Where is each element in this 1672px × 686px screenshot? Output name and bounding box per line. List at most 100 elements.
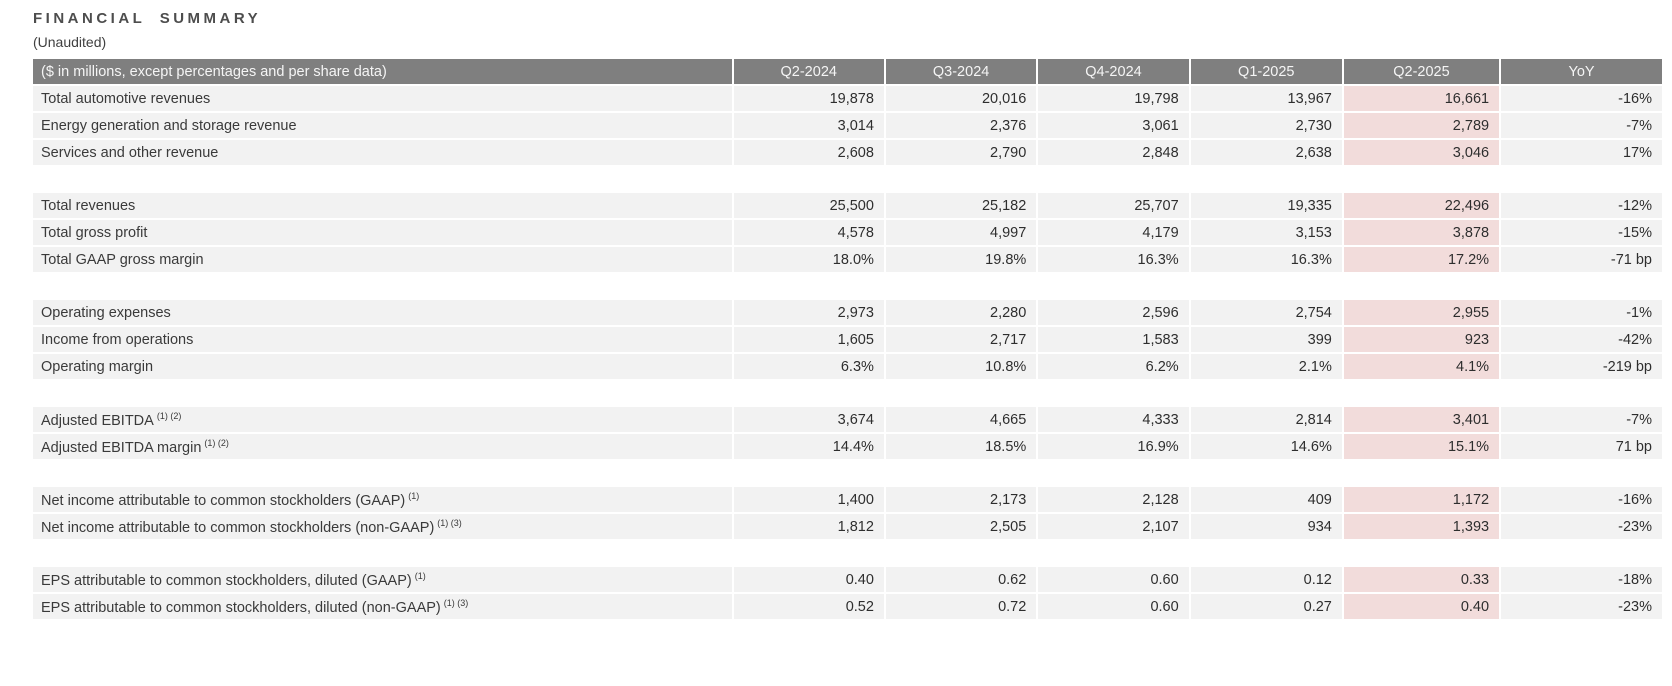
cell-q4-2024: 0.60	[1038, 594, 1189, 619]
cell-q2-2025: 3,878	[1343, 220, 1500, 245]
column-header-q2-2025: Q2-2025	[1343, 59, 1500, 84]
table-row: Services and other revenue 2,608 2,790 2,84…	[33, 140, 1662, 165]
cell-yoy: -16%	[1501, 86, 1662, 111]
cell-q4-2024: 2,128	[1038, 487, 1189, 512]
cell-q2-2024: 1,400	[733, 487, 884, 512]
cell-q4-2024: 16.3%	[1038, 247, 1189, 272]
cell-q3-2024: 19.8%	[885, 247, 1037, 272]
cell-q2-2024: 2,608	[733, 140, 884, 165]
cell-yoy: -15%	[1501, 220, 1662, 245]
cell-yoy: 17%	[1501, 140, 1662, 165]
row-label: Total GAAP gross margin	[41, 251, 204, 268]
cell-q2-2024: 3,014	[733, 113, 884, 138]
cell-q2-2025: 3,401	[1343, 407, 1500, 432]
table-row: Net income attributable to common stockh…	[33, 487, 1662, 512]
cell-q1-2025: 2,754	[1190, 300, 1342, 325]
table-row: Operating expenses 2,973 2,280 2,596 2,754 2,…	[33, 300, 1662, 325]
spacer-cell	[33, 461, 1662, 485]
column-header-q2-2024: Q2-2024	[733, 59, 884, 84]
table-row: Operating margin 6.3% 10.8% 6.2% 2.1% 4.1% -21…	[33, 354, 1662, 379]
cell-q3-2024: 0.72	[885, 594, 1037, 619]
row-label: Adjusted EBITDA	[41, 412, 154, 429]
cell-q2-2025: 0.40	[1343, 594, 1500, 619]
cell-q1-2025: 0.12	[1190, 567, 1342, 592]
cell-q4-2024: 16.9%	[1038, 434, 1189, 459]
footnote-marker: (1) (3)	[443, 597, 469, 608]
cell-q2-2025: 16,661	[1343, 86, 1500, 111]
cell-q3-2024: 25,182	[885, 193, 1037, 218]
spacer-cell	[33, 167, 1662, 191]
table-row: EPS attributable to common stockholders,…	[33, 567, 1662, 592]
cell-q4-2024: 19,798	[1038, 86, 1189, 111]
page-subtitle: (Unaudited)	[33, 34, 107, 50]
table-row: Total revenues 25,500 25,182 25,707 19,335 22…	[33, 193, 1662, 218]
spacer-row	[33, 461, 1662, 485]
cell-q2-2024: 0.40	[733, 567, 884, 592]
row-label-cell: Total automotive revenues	[33, 86, 732, 111]
spacer-row	[33, 381, 1662, 405]
row-label-cell: Total GAAP gross margin	[33, 247, 732, 272]
cell-q2-2025: 2,789	[1343, 113, 1500, 138]
cell-q1-2025: 16.3%	[1190, 247, 1342, 272]
cell-yoy: -71 bp	[1501, 247, 1662, 272]
cell-q1-2025: 2,730	[1190, 113, 1342, 138]
row-label: Adjusted EBITDA margin	[41, 439, 202, 456]
cell-q4-2024: 2,848	[1038, 140, 1189, 165]
row-label: Services and other revenue	[41, 144, 219, 161]
cell-yoy: -7%	[1501, 113, 1662, 138]
cell-q2-2024: 2,973	[733, 300, 884, 325]
cell-q2-2024: 1,605	[733, 327, 884, 352]
cell-q2-2025: 3,046	[1343, 140, 1500, 165]
table-row: Net income attributable to common stockh…	[33, 514, 1662, 539]
cell-yoy: -23%	[1501, 594, 1662, 619]
cell-q2-2024: 1,812	[733, 514, 884, 539]
row-label: Energy generation and storage revenue	[41, 117, 297, 134]
row-label-cell: Net income attributable to common stockh…	[33, 487, 732, 512]
table-row: EPS attributable to common stockholders,…	[33, 594, 1662, 619]
cell-q2-2024: 3,674	[733, 407, 884, 432]
cell-yoy: -16%	[1501, 487, 1662, 512]
footnote-marker: (1) (2)	[156, 410, 182, 421]
row-label: Income from operations	[41, 331, 194, 348]
cell-q1-2025: 2,638	[1190, 140, 1342, 165]
row-label-cell: EPS attributable to common stockholders,…	[33, 594, 732, 619]
cell-q4-2024: 4,333	[1038, 407, 1189, 432]
row-label-cell: Adjusted EBITDA (1) (2)	[33, 407, 732, 432]
row-label: Operating margin	[41, 358, 154, 375]
row-label: EPS attributable to common stockholders,…	[41, 572, 412, 589]
financial-summary-table: ($ in millions, except percentages and p…	[31, 57, 1664, 621]
cell-q3-2024: 10.8%	[885, 354, 1037, 379]
spacer-cell	[33, 274, 1662, 298]
cell-q3-2024: 4,997	[885, 220, 1037, 245]
row-label: Total gross profit	[41, 224, 148, 241]
cell-q1-2025: 19,335	[1190, 193, 1342, 218]
table-row: Income from operations 1,605 2,717 1,583 399…	[33, 327, 1662, 352]
spacer-cell	[33, 541, 1662, 565]
cell-q3-2024: 2,790	[885, 140, 1037, 165]
cell-yoy: -1%	[1501, 300, 1662, 325]
column-header-yoy: YoY	[1501, 59, 1662, 84]
cell-q4-2024: 0.60	[1038, 567, 1189, 592]
cell-q4-2024: 3,061	[1038, 113, 1189, 138]
row-label-cell: Adjusted EBITDA margin (1) (2)	[33, 434, 732, 459]
cell-yoy: -12%	[1501, 193, 1662, 218]
cell-q2-2025: 15.1%	[1343, 434, 1500, 459]
page-title: FINANCIAL SUMMARY	[33, 10, 262, 27]
cell-q4-2024: 2,596	[1038, 300, 1189, 325]
cell-q3-2024: 2,505	[885, 514, 1037, 539]
row-label-cell: Total revenues	[33, 193, 732, 218]
row-label: Operating expenses	[41, 304, 171, 321]
column-header-q3-2024: Q3-2024	[885, 59, 1037, 84]
table-row: Adjusted EBITDA margin (1) (2) 14.4% 18.5% 1…	[33, 434, 1662, 459]
cell-q2-2024: 14.4%	[733, 434, 884, 459]
cell-q1-2025: 2.1%	[1190, 354, 1342, 379]
cell-q1-2025: 409	[1190, 487, 1342, 512]
cell-q2-2024: 0.52	[733, 594, 884, 619]
spacer-cell	[33, 381, 1662, 405]
cell-q2-2025: 1,393	[1343, 514, 1500, 539]
cell-q4-2024: 6.2%	[1038, 354, 1189, 379]
column-header-q1-2025: Q1-2025	[1190, 59, 1342, 84]
cell-q2-2025: 923	[1343, 327, 1500, 352]
cell-q1-2025: 0.27	[1190, 594, 1342, 619]
row-label: Net income attributable to common stockh…	[41, 519, 435, 536]
